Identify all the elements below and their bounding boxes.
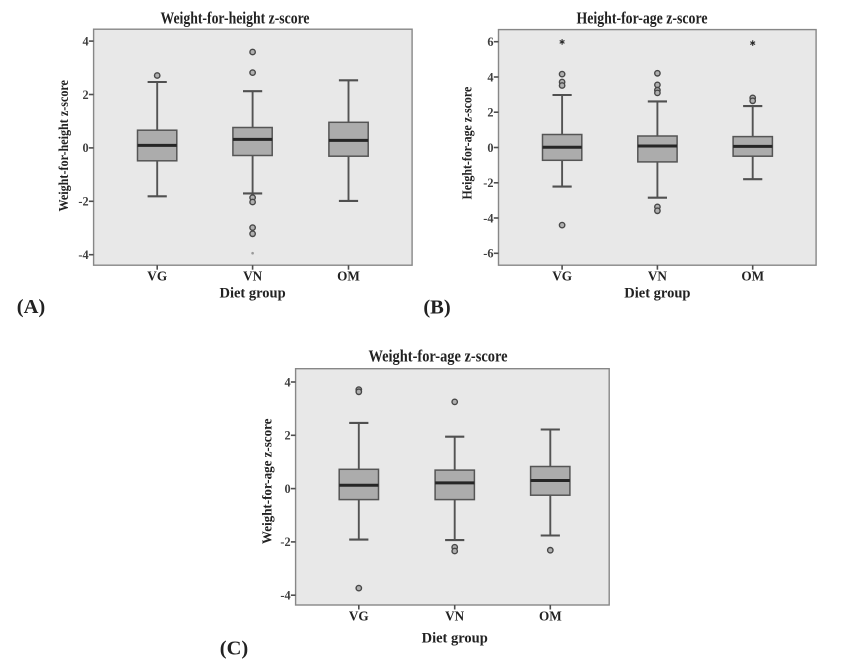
svg-text:4: 4 [284,375,290,389]
svg-text:2: 2 [487,106,493,120]
svg-text:(B): (B) [423,297,450,319]
svg-text:-2: -2 [78,195,88,209]
svg-text:Weight-for-height z-score: Weight-for-height z-score [161,9,310,28]
svg-text:-4: -4 [280,589,290,603]
svg-text:OM: OM [337,269,360,284]
svg-text:-4: -4 [483,211,493,225]
svg-text:Weight-for-age z-score: Weight-for-age z-score [260,419,275,544]
svg-text:Weight-for-age z-score: Weight-for-age z-score [369,347,508,366]
svg-text:0: 0 [284,482,290,496]
svg-text:VG: VG [552,269,572,284]
svg-text:VG: VG [147,269,167,284]
svg-text:-2: -2 [483,176,493,190]
svg-text:Diet group: Diet group [422,631,488,647]
svg-text:(A): (A) [17,296,45,318]
svg-text:Weight-for-height z-score: Weight-for-height z-score [57,80,72,212]
svg-text:VG: VG [349,608,369,623]
svg-text:(C): (C) [220,638,248,660]
svg-text:VN: VN [648,269,668,284]
svg-text:4: 4 [487,70,493,84]
svg-text:2: 2 [284,429,290,443]
svg-text:0: 0 [487,141,493,155]
svg-text:VN: VN [445,608,465,623]
svg-text:-6: -6 [483,247,493,261]
svg-text:OM: OM [741,269,764,284]
svg-text:Diet group: Diet group [624,286,690,302]
svg-text:-2: -2 [280,535,290,549]
svg-text:6: 6 [487,35,493,49]
svg-text:-4: -4 [78,248,88,262]
svg-text:4: 4 [82,34,88,48]
svg-text:Height-for-age z-score: Height-for-age z-score [460,87,475,200]
svg-text:VN: VN [243,269,263,284]
svg-text:Height-for-age z-score: Height-for-age z-score [577,9,708,28]
svg-text:2: 2 [82,88,88,102]
svg-text:Diet group: Diet group [219,286,285,302]
svg-text:OM: OM [539,608,562,623]
svg-text:0: 0 [82,141,88,155]
